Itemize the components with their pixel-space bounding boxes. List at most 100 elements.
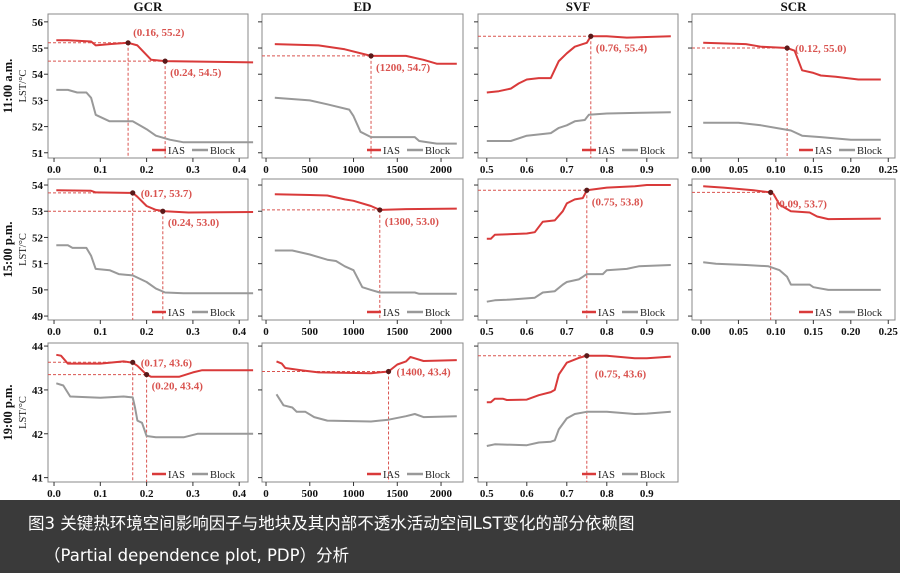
legend-label-ias: IAS <box>815 146 832 157</box>
legend-label-block: Block <box>640 470 666 481</box>
series-line-ias <box>703 41 881 81</box>
x-tick-label: 0.0 <box>47 164 61 176</box>
x-tick-label: 0.0 <box>47 488 61 500</box>
panel-ed-row2: 0 500 1000 1500 2000 (1400, 43.4) IAS Block <box>258 342 464 500</box>
series-line-block <box>56 244 254 295</box>
x-tick-label: 1500 <box>386 326 409 338</box>
x-tick-label: 0.7 <box>560 488 574 500</box>
series-line-block <box>703 121 881 141</box>
legend-label-ias: IAS <box>168 470 185 481</box>
y-tick-label: 50 <box>32 285 44 297</box>
y-tick-label: 43 <box>32 385 44 397</box>
series-line-ias <box>486 35 671 94</box>
series-line-block <box>703 261 881 291</box>
panel-gcr-row0: 51 52 53 54 55 56 0.0 0.1 0.2 0.3 0.4 (0.16, 55.2) (… <box>32 13 254 176</box>
legend-label-ias: IAS <box>815 308 832 319</box>
x-tick-label: 0.2 <box>140 488 154 500</box>
figure-caption: 图3 关键热环境空间影响因子与地块及其内部不透水活动空间LST变化的部分依赖图 … <box>0 500 900 573</box>
x-tick-label: 2000 <box>430 488 453 500</box>
row-label: 11:00 a.m. <box>1 59 15 114</box>
y-tick-label: 42 <box>32 429 44 441</box>
series-line-ias <box>274 43 457 65</box>
x-tick-label: 1500 <box>386 488 409 500</box>
annotation-label: (0.17, 43.6) <box>141 357 193 369</box>
x-tick-label: 0.1 <box>93 488 107 500</box>
series-line-block <box>486 410 671 447</box>
row-label: 19:00 p.m. <box>1 385 15 441</box>
x-tick-label: 0.5 <box>480 488 494 500</box>
x-tick-label: 0.4 <box>232 488 246 500</box>
x-tick-label: 500 <box>302 488 319 500</box>
x-tick-label: 0.9 <box>640 326 654 338</box>
x-tick-label: 0.7 <box>560 164 574 176</box>
series-line-ias <box>56 353 254 378</box>
x-tick-label: 0.2 <box>140 326 154 338</box>
x-tick-label: 0.0 <box>47 326 61 338</box>
legend-label-ias: IAS <box>598 470 615 481</box>
x-tick-label: 0.25 <box>879 164 899 176</box>
x-tick-label: 500 <box>302 164 319 176</box>
legend-label-ias: IAS <box>168 146 185 157</box>
x-tick-label: 0.20 <box>841 326 861 338</box>
x-tick-label: 0.4 <box>232 326 246 338</box>
y-tick-label: 41 <box>32 473 43 485</box>
x-tick-label: 0.7 <box>560 326 574 338</box>
legend-label-ias: IAS <box>598 308 615 319</box>
panel-svf-row0: 0.5 0.6 0.7 0.8 0.9 (0.76, 55.4) IAS Block <box>474 13 679 176</box>
x-tick-label: 0.6 <box>520 488 534 500</box>
caption-line-1: 图3 关键热环境空间影响因子与地块及其内部不透水活动空间LST变化的部分依赖图 <box>28 514 635 533</box>
y-axis-label: LST/°C <box>18 233 29 266</box>
plot-frame <box>261 342 464 483</box>
annotation-label: (1300, 53.0) <box>385 216 439 228</box>
y-tick-label: 51 <box>32 148 43 160</box>
legend-label-block: Block <box>640 146 666 157</box>
annotation-marker <box>144 371 150 378</box>
x-tick-label: 0.3 <box>186 164 200 176</box>
annotation-label: (0.20, 43.4) <box>152 381 204 393</box>
x-tick-label: 1000 <box>343 326 366 338</box>
y-tick-label: 52 <box>32 232 44 244</box>
plot-frame <box>691 13 896 159</box>
x-tick-label: 0.15 <box>804 326 824 338</box>
plot-frame <box>47 13 249 159</box>
caption-line-2: （Partial dependence plot, PDP）分析 <box>44 546 350 565</box>
x-tick-label: 2000 <box>430 164 453 176</box>
series-line-block <box>274 96 457 145</box>
column-title-svf: SVF <box>566 0 591 14</box>
panel-scr-row0: 0.00 0.05 0.10 0.15 0.20 0.25 (0.12, 55.0) IAS B… <box>688 13 899 176</box>
annotation-label: (0.09, 53.7) <box>776 198 828 210</box>
series-line-block <box>56 382 254 439</box>
plot-frame <box>47 178 249 321</box>
legend-label-block: Block <box>425 146 451 157</box>
x-tick-label: 0.2 <box>140 164 154 176</box>
x-tick-label: 0.5 <box>480 326 494 338</box>
annotation-label: (0.75, 43.6) <box>595 369 647 381</box>
annotation-label: (0.24, 54.5) <box>170 67 222 79</box>
annotation-marker <box>162 58 168 64</box>
panel-ed-row0: 0 500 1000 1500 2000 (1200, 54.7) IAS Block <box>258 13 464 176</box>
x-tick-label: 0.05 <box>729 326 749 338</box>
x-tick-label: 0.5 <box>480 164 494 176</box>
x-tick-label: 0 <box>263 488 269 500</box>
legend-label-block: Block <box>425 308 451 319</box>
plot-frame <box>477 178 679 321</box>
annotation-marker <box>784 45 790 51</box>
annotation-marker <box>584 353 590 359</box>
panel-svf-row1: 0.5 0.6 0.7 0.8 0.9 (0.75, 53.8) IAS Block <box>474 178 679 338</box>
plot-frame <box>477 13 679 159</box>
x-tick-label: 0.3 <box>186 488 200 500</box>
x-tick-label: 0.00 <box>691 164 711 176</box>
x-tick-label: 0.8 <box>600 488 614 500</box>
series-line-ias <box>703 185 881 221</box>
annotation-label: (0.75, 53.8) <box>592 196 644 208</box>
y-tick-label: 56 <box>32 17 44 29</box>
x-tick-label: 0.9 <box>640 488 654 500</box>
x-tick-label: 0.20 <box>841 164 861 176</box>
annotation-marker <box>377 207 383 213</box>
annotation-label: (0.12, 55.0) <box>795 43 847 55</box>
legend-label-block: Block <box>210 308 236 319</box>
row-label: 15:00 p.m. <box>1 222 15 278</box>
panel-svf-row2: 0.5 0.6 0.7 0.8 0.9 (0.75, 43.6) IAS Block <box>474 342 679 500</box>
series-line-ias <box>56 39 254 64</box>
legend-label-ias: IAS <box>383 146 400 157</box>
